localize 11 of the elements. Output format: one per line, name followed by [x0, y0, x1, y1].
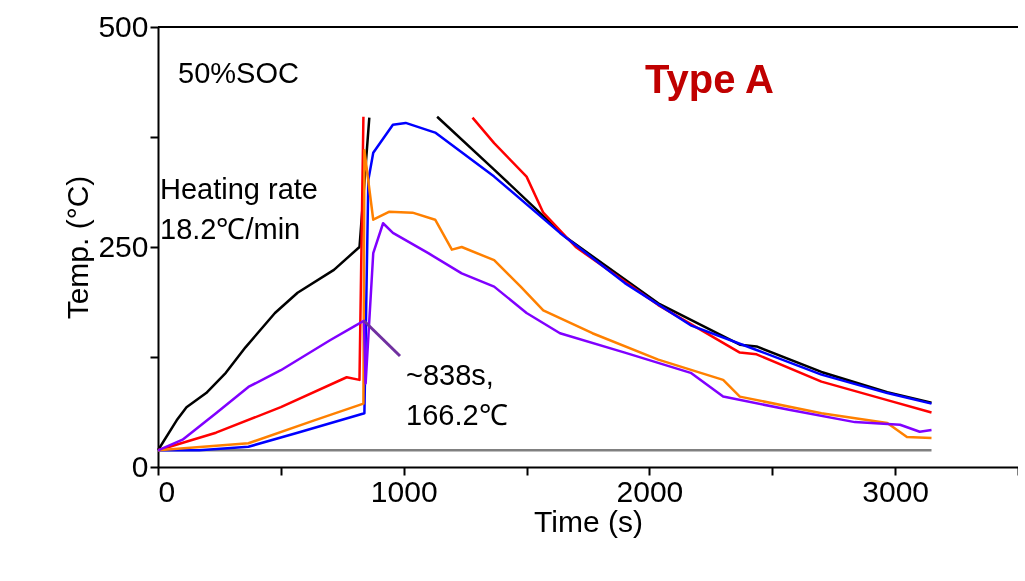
- annotation: Heating rate 18.2℃/min: [160, 173, 318, 245]
- y-tick-label: 0: [131, 449, 149, 483]
- x-tick-label: 1000: [370, 474, 438, 508]
- annotation: 50%SOC: [178, 57, 299, 89]
- y-tick-label: 500: [98, 9, 149, 43]
- y-axis-title: Temp. (°C): [61, 175, 95, 320]
- annotation: Type A: [645, 57, 774, 101]
- x-tick-label: 0: [158, 474, 176, 508]
- x-tick-label: 3000: [862, 474, 930, 508]
- y-tick-label: 250: [98, 229, 149, 263]
- annotation: ~838s, 166.2℃: [406, 359, 508, 431]
